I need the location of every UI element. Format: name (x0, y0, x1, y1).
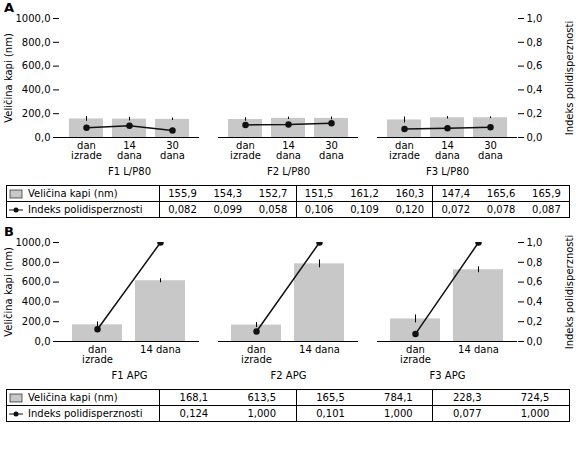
svg-text:0,2: 0,2 (527, 108, 543, 119)
svg-text:0,0: 0,0 (527, 336, 543, 347)
html-text:168,1: 168,1 (179, 392, 209, 403)
svg-text:danizrade: danizrade (389, 140, 420, 161)
html-text:161,2: 161,2 (350, 188, 379, 199)
svg-text:400,0: 400,0 (22, 296, 51, 307)
svg-text:Indeks polidisperznosti: Indeks polidisperznosti (564, 235, 575, 350)
svg-text:0,6: 0,6 (527, 60, 543, 71)
html-text:1,000: 1,000 (520, 408, 550, 419)
svg-text:danizrade: danizrade (71, 140, 102, 161)
html-text:Veličina kapi (nm): Veličina kapi (nm) (28, 392, 118, 403)
html-text:165,5: 165,5 (316, 392, 345, 403)
html-text:228,3: 228,3 (452, 392, 482, 403)
html-text:165,6: 165,6 (486, 188, 516, 199)
svg-text:F1 APG: F1 APG (112, 370, 148, 381)
html-text:Indeks polidisperznosti: Indeks polidisperznosti (28, 204, 143, 215)
svg-text:danizrade: danizrade (82, 344, 113, 365)
svg-text:0,6: 0,6 (527, 276, 543, 287)
svg-text:0,0: 0,0 (35, 336, 51, 347)
svg-text:14dana: 14dana (117, 140, 142, 161)
svg-text:14dana: 14dana (276, 140, 301, 161)
html-text:A: A (4, 0, 15, 15)
html-text:0,058: 0,058 (258, 204, 288, 215)
svg-text:danizrade: danizrade (230, 140, 261, 161)
html-text:0,106: 0,106 (304, 204, 334, 215)
svg-text:0,4: 0,4 (527, 296, 543, 307)
svg-text:Veličina kapi (nm): Veličina kapi (nm) (3, 33, 14, 123)
svg-text:200,0: 200,0 (22, 316, 51, 327)
html-text:0,109: 0,109 (350, 204, 379, 215)
html-text:152,7: 152,7 (258, 188, 288, 199)
svg-text:14dana: 14dana (435, 140, 460, 161)
svg-text:600,0: 600,0 (22, 60, 51, 71)
html-text:784,1: 784,1 (384, 392, 413, 403)
svg-text:0,8: 0,8 (527, 37, 543, 48)
html-text:1,000: 1,000 (247, 408, 277, 419)
svg-text:1,0: 1,0 (527, 237, 543, 248)
svg-text:1000,0: 1000,0 (16, 13, 51, 24)
html-text:0,078: 0,078 (486, 204, 516, 215)
html-text:151,5: 151,5 (304, 188, 334, 199)
html-text:0,082: 0,082 (168, 204, 197, 215)
svg-text:200,0: 200,0 (22, 108, 51, 119)
html-text:Indeks polidisperznosti: Indeks polidisperznosti (28, 408, 143, 419)
html-text:160,3: 160,3 (395, 188, 425, 199)
svg-text:0,0: 0,0 (35, 132, 51, 143)
svg-text:danizrade: danizrade (400, 344, 431, 365)
html-text:Veličina kapi (nm): Veličina kapi (nm) (28, 188, 118, 199)
svg-text:0,4: 0,4 (527, 84, 543, 95)
html-text:0,072: 0,072 (441, 204, 471, 215)
svg-text:400,0: 400,0 (22, 84, 51, 95)
svg-text:F1 L/P80: F1 L/P80 (108, 166, 151, 177)
svg-text:30dana: 30dana (319, 140, 344, 161)
svg-text:danizrade: danizrade (241, 344, 272, 365)
svg-text:1,0: 1,0 (527, 13, 543, 24)
html-text:0,101: 0,101 (316, 408, 345, 419)
svg-text:800,0: 800,0 (22, 37, 51, 48)
svg-text:800,0: 800,0 (22, 257, 51, 268)
html-text:0,099: 0,099 (213, 204, 243, 215)
html-text:165,9: 165,9 (532, 188, 561, 199)
svg-text:0,0: 0,0 (527, 132, 543, 143)
html-text:613,5: 613,5 (247, 392, 277, 403)
html-text:0,087: 0,087 (532, 204, 561, 215)
svg-text:F2 APG: F2 APG (271, 370, 307, 381)
svg-text:1000,0: 1000,0 (16, 237, 51, 248)
html-text:0,124: 0,124 (179, 408, 209, 419)
html-text:B: B (4, 224, 14, 239)
html-text:1,000: 1,000 (384, 408, 413, 419)
svg-text:Indeks polidisperznosti: Indeks polidisperznosti (564, 21, 575, 136)
svg-text:Veličina kapi (nm): Veličina kapi (nm) (3, 247, 14, 337)
html-text:147,4: 147,4 (441, 188, 471, 199)
svg-text:F2 L/P80: F2 L/P80 (267, 166, 310, 177)
svg-text:F3 L/P80: F3 L/P80 (426, 166, 469, 177)
svg-text:600,0: 600,0 (22, 276, 51, 287)
svg-text:0,8: 0,8 (527, 257, 543, 268)
html-text:0,077: 0,077 (452, 408, 482, 419)
html-text:0,120: 0,120 (395, 204, 425, 215)
svg-text:30dana: 30dana (478, 140, 503, 161)
svg-text:14 dana: 14 dana (458, 344, 499, 355)
html-text:154,3: 154,3 (213, 188, 243, 199)
svg-text:0,2: 0,2 (527, 316, 543, 327)
html-text:724,5: 724,5 (520, 392, 550, 403)
html-text:155,9: 155,9 (168, 188, 197, 199)
svg-text:14 dana: 14 dana (299, 344, 340, 355)
svg-text:F3 APG: F3 APG (430, 370, 466, 381)
svg-text:14 dana: 14 dana (140, 344, 181, 355)
svg-text:30dana: 30dana (160, 140, 185, 161)
